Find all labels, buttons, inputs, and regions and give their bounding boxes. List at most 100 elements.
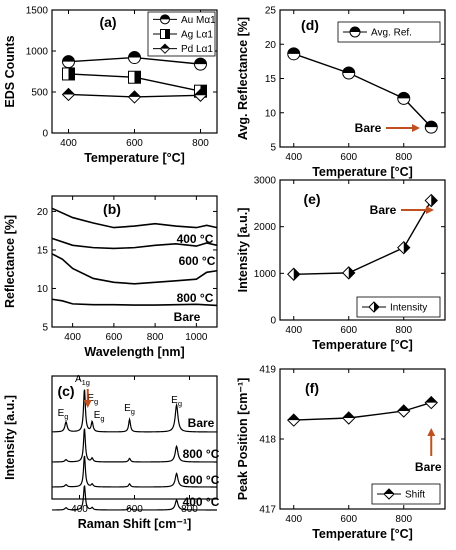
panel-letter: (f) [305, 380, 319, 396]
data-point-fill [293, 268, 300, 281]
data-point [128, 51, 141, 65]
y-tick-label: 1000 [26, 47, 49, 58]
data-point [62, 55, 75, 69]
series-line [293, 53, 432, 128]
panel-e: 400 600 800 0 1000 2000 3000 Temperature [°C] In… [236, 176, 446, 352]
plot-frame-b [51, 195, 218, 328]
x-tick-label: 400 [285, 514, 302, 525]
y-tick-label: 500 [31, 88, 48, 99]
series-label: 400 °C [177, 232, 214, 246]
y-tick-label: 419 [259, 365, 276, 376]
x-tick-label: 800 [395, 152, 412, 163]
y-axis-title: Reflectance [%] [3, 215, 17, 308]
spectrum-label: 400 °C [183, 495, 220, 509]
data-point-fill [342, 67, 355, 74]
data-point-fill [194, 89, 207, 96]
peak-symbol: E [171, 395, 178, 406]
peak-label: Eg [124, 403, 135, 416]
spectrum-line-0 [51, 207, 218, 229]
data-point-fill [134, 71, 141, 84]
data-point [62, 67, 75, 81]
y-tick-label: 15 [265, 74, 277, 85]
legend-marker [368, 301, 380, 313]
y-tick-label: 0 [270, 316, 276, 327]
y-tick-label: 10 [265, 108, 277, 119]
legend-marker-fill [160, 14, 170, 20]
panel-letter: (b) [103, 201, 121, 217]
y-tick-label: 1000 [254, 269, 277, 280]
legend-marker-fill [374, 302, 379, 312]
y-axis-title: Intensity [a.u.] [3, 395, 17, 480]
x-tick-label: 600 [106, 332, 123, 343]
y-tick-label: 0 [42, 129, 48, 140]
peak-symbol: E [124, 403, 131, 414]
legend-marker-fill [160, 44, 170, 49]
data-point [61, 87, 76, 102]
peak-label: Eg [87, 393, 98, 406]
peak-subscript: g [94, 397, 98, 406]
legend-marker-fill [384, 489, 394, 494]
y-axis-title: EDS Counts [3, 35, 17, 107]
x-tick-label: 1000 [185, 332, 208, 343]
data-point [342, 66, 356, 80]
x-axis-title: Temperature [°C] [312, 165, 413, 179]
bare-annotation: Bare [370, 203, 397, 217]
data-point-fill [397, 405, 410, 411]
series-label: Bare [174, 310, 201, 324]
x-axis-title: Temperature [°C] [312, 338, 413, 352]
data-point-fill [68, 67, 75, 80]
legend-marker [160, 14, 170, 25]
data-point-fill [397, 92, 410, 99]
data-point-fill [128, 90, 141, 97]
data-point [287, 267, 301, 281]
x-tick-label: 400 [285, 325, 302, 336]
y-tick-label: 15 [37, 245, 49, 256]
peak-subscript: g [178, 399, 182, 408]
legend-marker-fill [350, 27, 360, 32]
legend-marker [383, 488, 395, 500]
data-point-fill [62, 88, 75, 95]
legend-marker [160, 29, 170, 39]
panel-letter: (a) [99, 14, 116, 30]
raman-spectrum-2 [52, 455, 217, 488]
legend: Intensity [356, 296, 441, 318]
data-point [128, 70, 141, 84]
data-point [287, 47, 301, 61]
data-point-fill [431, 194, 438, 207]
x-axis-title: Temperature [°C] [312, 527, 413, 541]
data-point [397, 404, 411, 418]
x-tick-label: 600 [340, 514, 357, 525]
x-tick-label: 400 [285, 152, 302, 163]
raman-spectrum-0 [51, 389, 217, 433]
data-point [397, 240, 411, 255]
y-axis-title: Avg. Reflectance [%] [236, 17, 250, 140]
legend-box [337, 21, 441, 43]
peak-subscript: g [131, 407, 135, 416]
x-axis-title: Temperature [°C] [84, 151, 185, 165]
data-point [424, 120, 438, 134]
y-tick-label: 1500 [26, 6, 49, 17]
series-label: 600 °C [179, 254, 216, 268]
panel-b: 400 600 800 1000 5 10 15 20 Wavelength [nm] Refle… [3, 195, 218, 359]
spectrum-line-2 [51, 253, 218, 285]
data-point-fill [287, 414, 300, 421]
legend-box [356, 296, 441, 318]
y-tick-label: 418 [259, 435, 276, 446]
x-axis-title: Wavelength [nm] [84, 345, 184, 359]
series-line [293, 401, 432, 421]
x-axis-title: Raman Shift [cm⁻¹] [78, 517, 192, 531]
data-point [342, 411, 356, 425]
y-tick-label: 3000 [254, 176, 277, 187]
y-tick-label: 20 [265, 40, 277, 51]
series-line [293, 200, 432, 275]
data-point [397, 91, 411, 105]
panel-letter: (c) [57, 383, 74, 399]
x-tick-label: 800 [395, 325, 412, 336]
y-tick-label: 5 [42, 323, 48, 334]
y-axis-title: Intensity [a.u.] [236, 208, 250, 293]
peak-symbol: E [58, 408, 65, 419]
data-point-fill [348, 266, 355, 279]
x-tick-label: 400 [64, 332, 81, 343]
